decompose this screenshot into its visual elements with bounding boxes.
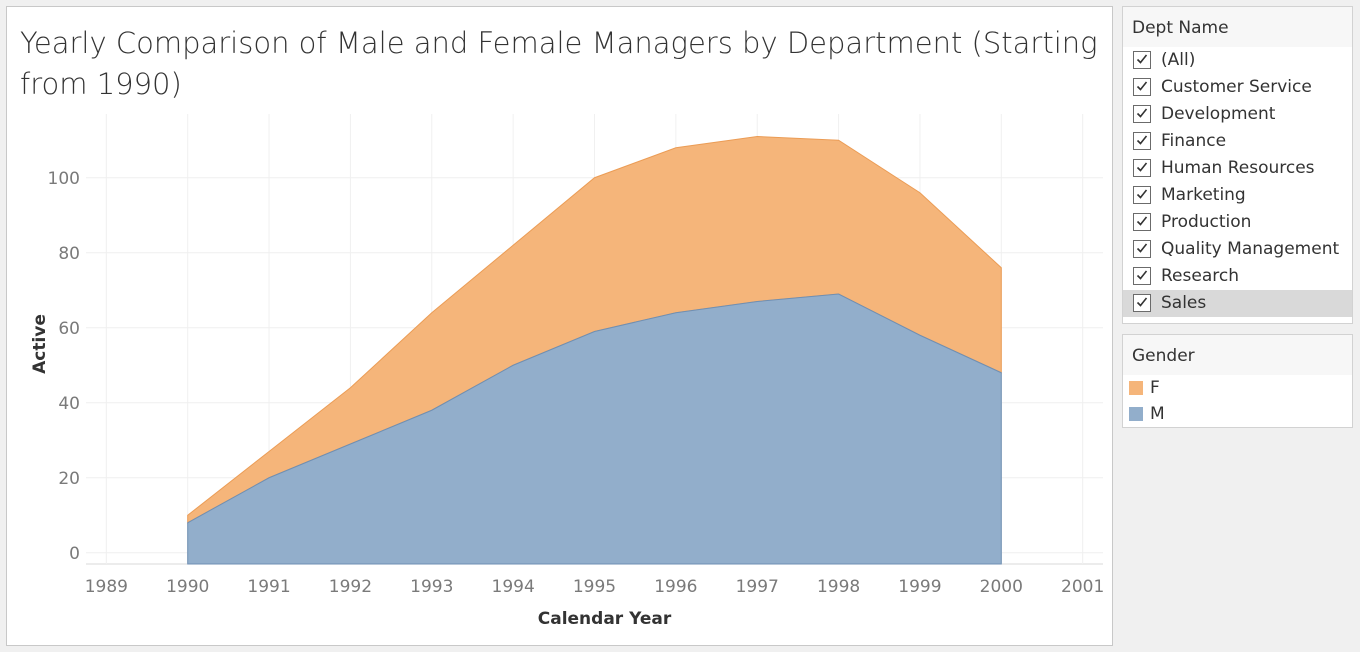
x-tick-label: 1992 — [329, 577, 372, 597]
legend-label: M — [1150, 404, 1165, 424]
checkbox-icon[interactable] — [1133, 159, 1151, 177]
x-tick-label: 1998 — [817, 577, 860, 597]
checkmark-icon — [1136, 216, 1148, 226]
dept-filter-label: Sales — [1161, 293, 1207, 313]
area-series-m — [187, 293, 1002, 565]
checkbox-icon[interactable] — [1133, 267, 1151, 285]
dept-filter-label: Production — [1161, 212, 1252, 232]
y-tick-label: 80 — [58, 244, 80, 264]
dept-filter-label: Research — [1161, 266, 1239, 286]
x-tick-label: 1995 — [573, 577, 616, 597]
legend-item[interactable]: M — [1123, 401, 1352, 427]
x-tick-label: 1989 — [85, 577, 128, 597]
checkmark-icon — [1136, 54, 1148, 64]
gender-legend-title: Gender — [1123, 335, 1352, 375]
dept-filter-label: (All) — [1161, 50, 1196, 70]
checkbox-icon[interactable] — [1133, 213, 1151, 231]
x-tick-label: 1993 — [410, 577, 453, 597]
x-tick-label: 1999 — [898, 577, 941, 597]
x-tick-label: 1990 — [166, 577, 209, 597]
checkbox-icon[interactable] — [1133, 78, 1151, 96]
checkmark-icon — [1136, 243, 1148, 253]
legend-item[interactable]: F — [1123, 375, 1352, 401]
checkbox-icon[interactable] — [1133, 186, 1151, 204]
checkmark-icon — [1136, 270, 1148, 280]
y-tick-label: 20 — [58, 469, 80, 489]
chart-title: Yearly Comparison of Male and Female Man… — [20, 26, 1098, 101]
dept-filter-label: Human Resources — [1161, 158, 1315, 178]
dept-filter-item[interactable]: Research — [1123, 263, 1352, 290]
y-axis-title: Active — [30, 314, 50, 374]
y-tick-label: 0 — [69, 544, 80, 564]
dept-filter-item[interactable]: Sales — [1123, 290, 1352, 317]
x-tick-label: 2001 — [1061, 577, 1104, 597]
checkmark-icon — [1136, 297, 1148, 307]
y-tick-label: 100 — [48, 169, 80, 189]
y-tick-label: 40 — [58, 394, 80, 414]
dept-filter-item[interactable]: Development — [1123, 101, 1352, 128]
checkbox-icon[interactable] — [1133, 240, 1151, 258]
checkmark-icon — [1136, 108, 1148, 118]
dept-filter-item[interactable]: (All) — [1123, 47, 1352, 74]
dept-filter-label: Marketing — [1161, 185, 1246, 205]
dept-filter-title: Dept Name — [1123, 7, 1352, 47]
dept-filter-item[interactable]: Finance — [1123, 128, 1352, 155]
x-tick-label: 1997 — [736, 577, 779, 597]
legend-label: F — [1150, 378, 1160, 398]
legend-swatch — [1129, 407, 1143, 421]
checkmark-icon — [1136, 81, 1148, 91]
checkbox-icon[interactable] — [1133, 51, 1151, 69]
dept-filter-label: Finance — [1161, 131, 1227, 151]
checkmark-icon — [1136, 135, 1148, 145]
dept-filter-item[interactable]: Marketing — [1123, 182, 1352, 209]
dept-filter-item[interactable]: Quality Management — [1123, 236, 1352, 263]
checkbox-icon[interactable] — [1133, 132, 1151, 150]
dept-filter-list: (All) Customer Service Development Finance H… — [1123, 47, 1352, 317]
legend-swatch — [1129, 381, 1143, 395]
dept-filter-item[interactable]: Human Resources — [1123, 155, 1352, 182]
y-tick-label: 60 — [58, 319, 80, 339]
dept-name-filter: Dept Name (All) Customer Service Developme… — [1122, 6, 1353, 324]
dept-filter-label: Customer Service — [1161, 77, 1312, 97]
checkbox-icon[interactable] — [1133, 105, 1151, 123]
x-tick-label: 1991 — [247, 577, 290, 597]
x-tick-label: 1996 — [654, 577, 697, 597]
checkmark-icon — [1136, 189, 1148, 199]
dept-filter-label: Development — [1161, 104, 1276, 124]
x-axis-title: Calendar Year — [538, 609, 672, 629]
x-tick-label: 1994 — [492, 577, 535, 597]
checkmark-icon — [1136, 162, 1148, 172]
x-tick-label: 2000 — [980, 577, 1023, 597]
checkbox-icon[interactable] — [1133, 294, 1151, 312]
dept-filter-label: Quality Management — [1161, 239, 1340, 259]
area-chart: 1989 1990 1991 1992 1993 1994 1995 1996 1997 1998… — [30, 114, 1104, 629]
dept-filter-item[interactable]: Production — [1123, 209, 1352, 236]
dept-filter-item[interactable]: Customer Service — [1123, 74, 1352, 101]
chart-pane: Yearly Comparison of Male and Female Man… — [6, 6, 1113, 646]
